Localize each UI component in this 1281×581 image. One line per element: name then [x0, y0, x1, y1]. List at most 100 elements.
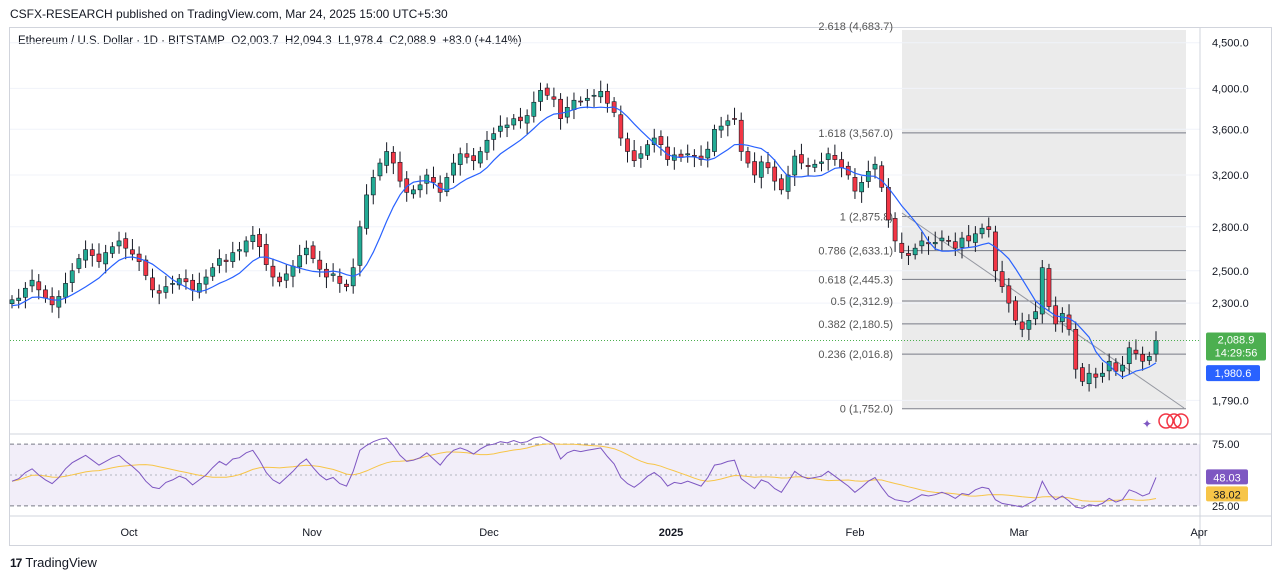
- fib-label: 0.382 (2,180.5): [818, 319, 893, 331]
- candle-body: [464, 153, 470, 158]
- candle-body: [605, 91, 610, 104]
- candle-body: [96, 253, 102, 262]
- candle-body: [645, 144, 650, 156]
- candle-body: [625, 138, 630, 152]
- candle-body: [250, 234, 256, 242]
- fib-top-label: 2.618 (4,683.7): [818, 21, 893, 33]
- candle-body: [183, 278, 189, 283]
- x-tick-label: 2025: [659, 527, 683, 539]
- candle-body: [49, 296, 55, 306]
- candle-body: [56, 296, 62, 308]
- candle-body: [63, 283, 68, 298]
- symbol-title[interactable]: Ethereum / U.S. Dollar · 1D · BITSTAMP: [18, 35, 225, 47]
- publisher-line: CSFX-RESEARCH published on TradingView.c…: [10, 7, 448, 21]
- candle-body: [163, 286, 169, 293]
- candle-body: [263, 244, 269, 265]
- candle-body: [598, 91, 604, 98]
- candle-body: [270, 265, 276, 278]
- candle-body: [36, 281, 42, 291]
- candle-body: [317, 259, 323, 270]
- x-tick-label: Mar: [1010, 527, 1029, 539]
- candle-body: [498, 125, 503, 132]
- candle-body: [477, 151, 483, 164]
- candle-body: [993, 231, 998, 272]
- candle-body: [792, 155, 798, 176]
- candle-body: [772, 166, 778, 182]
- ma-value-tag: [1206, 365, 1260, 382]
- candle-body: [919, 240, 925, 247]
- candle-body: [504, 124, 510, 128]
- candle-body: [1113, 362, 1119, 372]
- candle-body: [785, 174, 791, 192]
- candle-body: [906, 253, 911, 256]
- candle-body: [9, 299, 15, 304]
- candle-body: [89, 249, 95, 256]
- y-tick-label: 4,000.0: [1212, 83, 1249, 95]
- candle-body: [986, 226, 992, 230]
- candle-body: [1046, 268, 1052, 307]
- candle-body: [431, 177, 436, 183]
- ohlc-legend: Ethereum / U.S. Dollar · 1D · BITSTAMP O…: [18, 35, 522, 47]
- ma-value-label: 1,980.6: [1215, 368, 1252, 380]
- fib-label: 0.786 (2,633.1): [818, 246, 893, 258]
- candle-body: [725, 120, 731, 126]
- x-tick-label: Oct: [120, 527, 137, 539]
- candle-body: [812, 163, 818, 168]
- us-flag-event-icon: [1158, 413, 1174, 429]
- y-tick-label: 3,200.0: [1212, 170, 1249, 182]
- candle-body: [692, 155, 697, 157]
- candle-body: [150, 277, 155, 291]
- candle-body: [799, 154, 804, 164]
- candle-body: [230, 252, 236, 262]
- brand-name: TradingView: [25, 555, 97, 570]
- candle-body: [658, 136, 664, 145]
- candle-body: [631, 150, 637, 162]
- candle-body: [303, 247, 309, 256]
- candle-body: [1153, 340, 1159, 355]
- candle-body: [745, 151, 751, 164]
- candle-body: [531, 101, 537, 117]
- candle-body: [732, 118, 737, 120]
- candle-body: [364, 194, 369, 229]
- brand[interactable]: 17 TradingView: [10, 555, 97, 570]
- candle-body: [337, 275, 343, 284]
- candle-body: [551, 96, 557, 100]
- candle-body: [243, 240, 249, 253]
- candle-body: [257, 234, 262, 248]
- candle-body: [638, 153, 644, 159]
- x-tick-label: Apr: [1190, 527, 1207, 539]
- candle-body: [377, 162, 383, 177]
- candle-body: [23, 287, 28, 298]
- candle-body: [758, 161, 764, 178]
- candle-body: [76, 258, 82, 269]
- candle-body: [357, 226, 363, 266]
- candle-body: [417, 184, 423, 191]
- candle-body: [1033, 311, 1038, 320]
- candle-body: [457, 153, 463, 165]
- candle-body: [578, 100, 584, 103]
- candle-body: [886, 187, 891, 221]
- candle-body: [685, 153, 691, 156]
- candle-body: [832, 155, 838, 160]
- last-price-label: 2,088.9: [1218, 334, 1255, 346]
- candle-body: [752, 161, 757, 176]
- candle-body: [223, 259, 229, 262]
- candle-body: [170, 283, 175, 285]
- candle-body: [1086, 372, 1092, 385]
- candle-body: [932, 242, 938, 245]
- y-tick-label: 2,800.0: [1212, 222, 1249, 234]
- rsi-tick-label: 75.00: [1212, 439, 1240, 451]
- x-tick-label: Feb: [846, 527, 865, 539]
- candle-body: [765, 162, 771, 169]
- low-value: L1,978.4: [338, 35, 383, 47]
- candle-body: [130, 249, 135, 255]
- candle-body: [69, 270, 75, 283]
- candle-body: [912, 247, 918, 256]
- y-tick-label: 2,500.0: [1212, 266, 1249, 278]
- candle-body: [217, 258, 222, 266]
- rsi-value-label: 48.03: [1213, 472, 1241, 484]
- candle-body: [959, 237, 965, 248]
- candle-body: [411, 189, 416, 195]
- close-value: C2,088.9: [389, 35, 436, 47]
